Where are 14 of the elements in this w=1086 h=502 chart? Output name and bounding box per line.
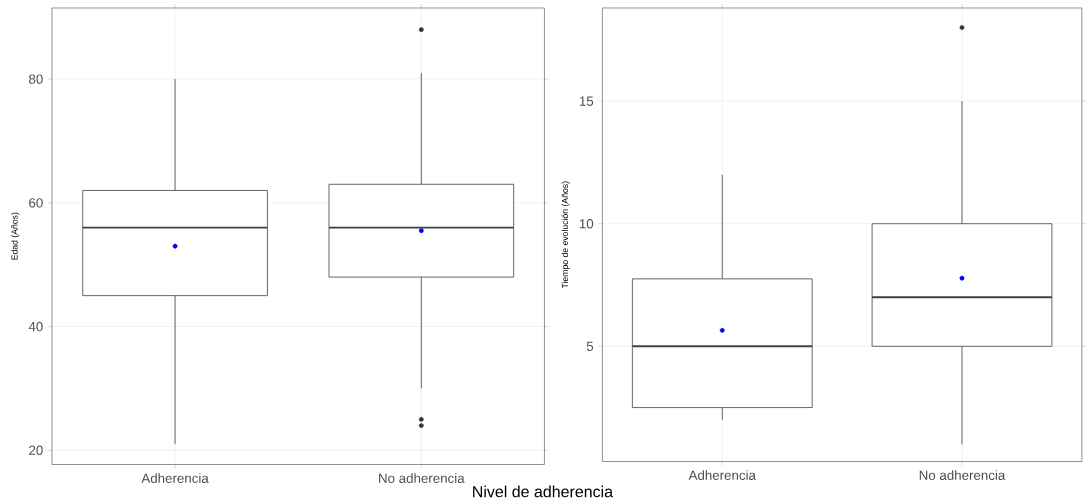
y-axis-title: Tiempo de evolución (Años) [561, 181, 570, 289]
y-tick-label: 20 [29, 445, 43, 456]
y-tick-label: 5 [586, 341, 594, 352]
x-tick-label: Adherencia [141, 473, 209, 484]
x-tick-label: No adherencia [379, 473, 465, 484]
x-axis-title: Nivel de adherencia [473, 485, 614, 498]
y-tick-label: 10 [579, 219, 594, 229]
x-tick-label: No adherencia [919, 470, 1006, 481]
y-axis-title: Edad (Años) [11, 212, 20, 260]
y-tick-label: 80 [29, 74, 43, 84]
y-tick-label: 60 [29, 198, 43, 208]
y-tick-label: 40 [28, 321, 43, 332]
y-tick-label: 15 [579, 96, 594, 106]
x-tick-label: Adherencia [688, 470, 756, 481]
